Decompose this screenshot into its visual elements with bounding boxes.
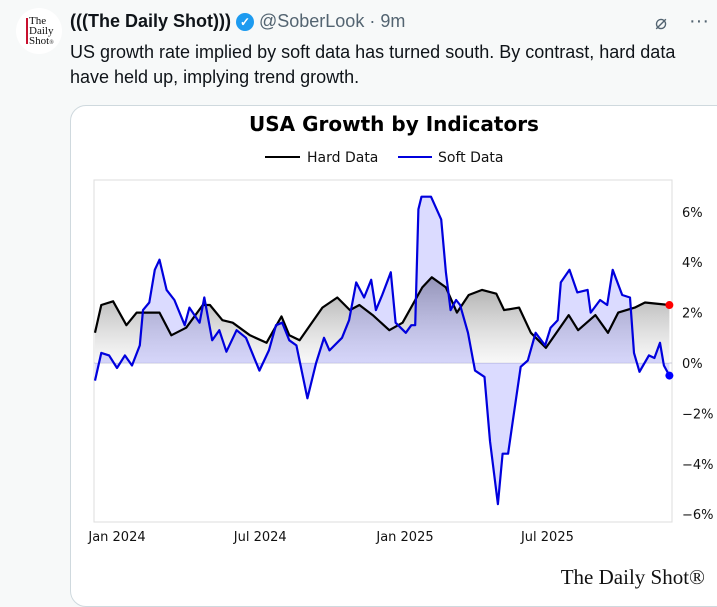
x-tick-label: Jul 2024 [233, 530, 287, 545]
separator: · [369, 11, 376, 31]
series-area-hard [95, 277, 670, 363]
watermark: The Daily Shot® [561, 565, 705, 589]
grok-icon[interactable]: ⌀ [654, 12, 668, 34]
y-tick-label: 6% [682, 206, 703, 221]
y-tick-label: −4% [682, 458, 714, 473]
y-tick-label: 4% [682, 256, 703, 271]
handle[interactable]: @SoberLook [258, 11, 365, 31]
verified-check-icon: ✓ [235, 12, 254, 31]
legend-label-hard: Hard Data [307, 150, 378, 166]
y-tick-label: 2% [682, 307, 703, 322]
chart-title: USA Growth by Indicators [249, 112, 539, 136]
end-marker-hard [665, 301, 674, 310]
avatar[interactable]: The Daily Shot® [16, 8, 62, 54]
timestamp[interactable]: 9m [380, 11, 406, 31]
end-marker-soft [665, 371, 674, 380]
plot-area [93, 179, 673, 523]
x-tick-label: Jan 2024 [87, 530, 145, 545]
y-tick-label: −6% [682, 508, 714, 523]
legend-label-soft: Soft Data [438, 150, 504, 166]
more-dots-icon[interactable]: ··· [689, 10, 709, 32]
logo-accent-bar [26, 18, 28, 44]
series-line-hard [93, 276, 670, 349]
series-line-soft [93, 195, 671, 506]
display-name[interactable]: (((The Daily Shot))) [70, 11, 231, 31]
y-tick-label: −2% [682, 407, 714, 422]
x-tick-label: Jan 2025 [375, 530, 433, 545]
x-tick-label: Jul 2025 [520, 530, 574, 545]
tweet-text: US growth rate implied by soft data has … [70, 42, 676, 87]
legend: Hard Data Soft Data [265, 150, 504, 166]
chart: USA Growth by Indicators Hard Data Soft … [87, 112, 714, 589]
series-area-soft [95, 196, 670, 505]
y-tick-label: 0% [682, 357, 703, 372]
avatar-logo: The Daily Shot® [29, 15, 54, 47]
tweet-header: (((The Daily Shot))) ✓ @SoberLook · 9m [70, 11, 405, 32]
